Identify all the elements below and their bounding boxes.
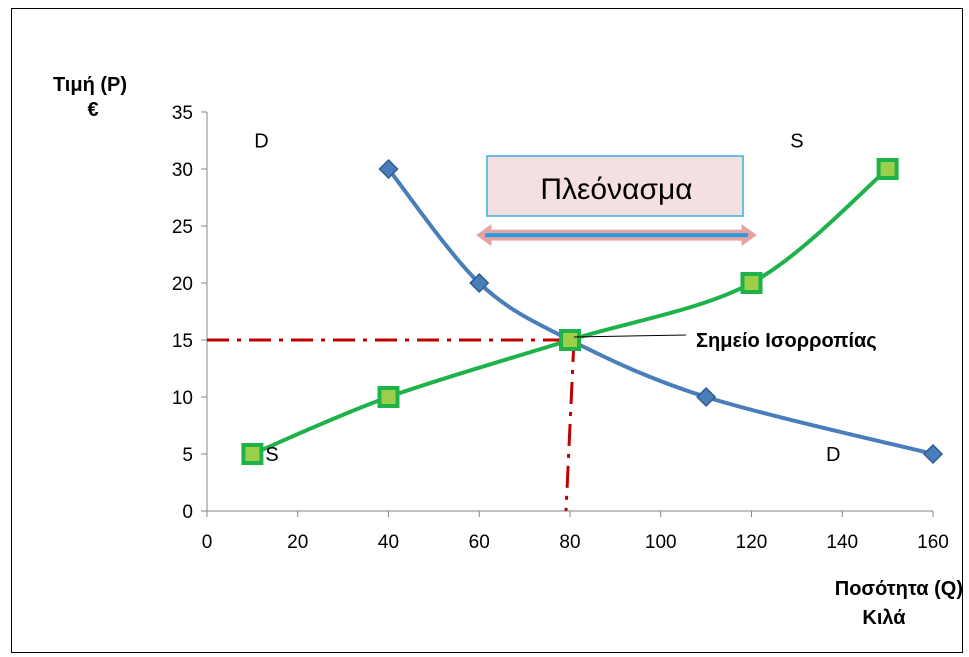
demand-curve xyxy=(386,167,935,456)
y-tick-label: 15 xyxy=(172,331,193,352)
y-tick-label: 25 xyxy=(172,217,193,238)
equilibrium-quantity-guide xyxy=(564,339,576,512)
equilibrium-guides xyxy=(207,338,576,512)
x-tick-label: 20 xyxy=(287,532,308,553)
x-tick-label: 100 xyxy=(645,532,677,553)
demand-point-marker xyxy=(922,443,944,465)
supply-point-marker xyxy=(876,158,899,180)
curve-label-demand: D xyxy=(254,131,268,153)
equilibrium-label: Σημείο Ισορροπίας xyxy=(696,330,877,352)
x-tick-label: 60 xyxy=(469,532,490,553)
x-tick-label: 80 xyxy=(559,532,580,553)
x-tick-label: 160 xyxy=(917,532,949,553)
demand-point-marker xyxy=(469,272,490,294)
x-axis-title: Ποσότητα (Q) xyxy=(835,578,963,600)
y-axis-title: Τιμή (P) xyxy=(53,74,127,96)
supply-point-marker xyxy=(377,386,400,408)
text-labels: Σημείο Ισορροπίας D S S D Τιμή (P) € Ποσότητα (… xyxy=(53,74,963,629)
axes: 0 5 10 15 20 25 30 35 0 20 40 60 80 100 120 140 160 xyxy=(172,103,949,553)
chart-frame xyxy=(11,8,963,653)
x-tick-label: 120 xyxy=(736,532,768,553)
demand-point-marker xyxy=(696,386,717,408)
y-tick-label: 30 xyxy=(172,160,193,181)
equilibrium-callout-line xyxy=(573,334,687,338)
y-tick-label: 20 xyxy=(172,274,193,295)
y-tick-label: 0 xyxy=(182,502,193,523)
supply-point-marker xyxy=(241,443,264,465)
y-tick-label: 5 xyxy=(182,445,193,466)
x-tick-label: 140 xyxy=(826,532,858,553)
y-axis-unit: € xyxy=(87,99,98,121)
y-tick-label: 35 xyxy=(172,103,193,124)
x-tick-label: 40 xyxy=(378,532,399,553)
demand-point-marker xyxy=(378,158,399,180)
surplus-label-box xyxy=(486,155,744,217)
curve-label-supply: S xyxy=(265,444,278,466)
surplus-label: Πλεόνασμα xyxy=(540,173,692,206)
supply-point-marker xyxy=(740,272,763,294)
x-axis-unit: Κιλά xyxy=(862,607,906,629)
curve-label-demand: D xyxy=(826,444,840,466)
series-layer xyxy=(241,158,944,465)
curve-label-supply: S xyxy=(790,131,803,153)
y-tick-label: 10 xyxy=(172,388,193,409)
x-tick-label: 0 xyxy=(202,532,213,553)
surplus-annotation: Πλεόνασμα xyxy=(476,155,757,247)
supply-point-marker xyxy=(559,329,581,351)
